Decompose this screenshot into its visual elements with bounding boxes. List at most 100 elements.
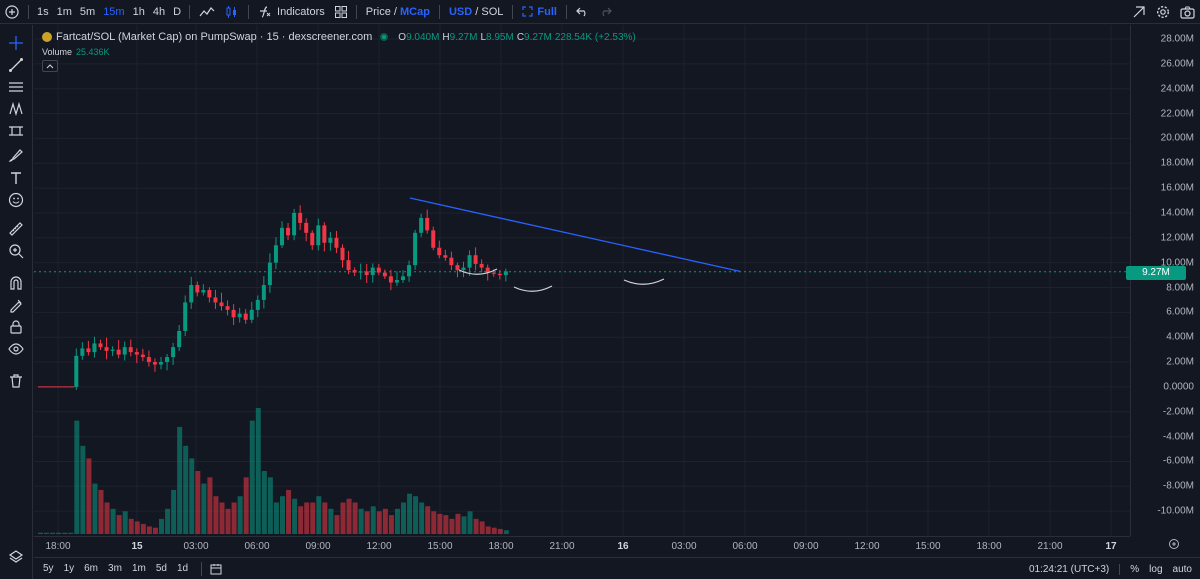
candle-body <box>479 263 484 268</box>
price-tick: 22.00M <box>1160 108 1194 120</box>
volume-bar <box>213 496 219 534</box>
stay-drawing-icon[interactable] <box>6 295 26 315</box>
volume-bar <box>189 458 195 534</box>
chart-type-candles-icon[interactable] <box>220 0 244 24</box>
candle-body <box>152 362 157 365</box>
interval-D[interactable]: D <box>173 5 182 18</box>
quick-search-icon[interactable] <box>1127 0 1151 24</box>
redo-icon[interactable] <box>594 0 617 24</box>
time-tick: 21:00 <box>549 541 575 552</box>
price-tick: -8.00M <box>1162 480 1194 492</box>
undo-icon[interactable] <box>571 0 594 24</box>
range-5y[interactable]: 5y <box>43 563 54 574</box>
interval-5m[interactable]: 5m <box>79 5 96 18</box>
price-tick: 12.00M <box>1160 232 1194 244</box>
crosshair-icon[interactable] <box>6 33 26 53</box>
prediction-icon[interactable] <box>6 121 26 141</box>
candle-body <box>195 285 200 293</box>
horizontal-lines-icon[interactable] <box>6 77 26 97</box>
trash-icon[interactable] <box>6 371 26 391</box>
chart-type-line-icon[interactable] <box>194 0 220 24</box>
candle-body <box>328 237 333 243</box>
object-tree-icon[interactable] <box>6 547 26 567</box>
lock-icon[interactable] <box>6 317 26 337</box>
range-1m[interactable]: 1m <box>131 563 146 574</box>
indicators-icon <box>260 5 271 18</box>
range-6m[interactable]: 6m <box>84 563 99 574</box>
interval-1s[interactable]: 1s <box>37 5 49 18</box>
volume-bar <box>140 523 146 534</box>
volume-bar <box>298 506 304 534</box>
magnet-icon[interactable] <box>6 273 26 293</box>
candle-body <box>255 299 260 310</box>
volume-bar <box>425 506 431 534</box>
time-tick: 21:00 <box>1037 541 1063 552</box>
volume-bar <box>376 511 382 534</box>
candle-body <box>134 352 139 355</box>
pattern-icon[interactable] <box>6 99 26 119</box>
candle-body <box>249 309 254 320</box>
range-3m[interactable]: 3m <box>108 563 122 574</box>
range-1d[interactable]: 1d <box>176 563 189 574</box>
layouts-icon[interactable] <box>330 0 352 24</box>
slash-label: / <box>393 5 397 18</box>
volume-bar <box>352 502 358 534</box>
snapshot-camera-icon[interactable] <box>1175 0 1200 24</box>
volume-bar <box>491 527 497 534</box>
divider <box>355 4 357 19</box>
candle-body <box>92 343 97 353</box>
text-tool-icon[interactable] <box>6 168 26 188</box>
volume-bar <box>159 518 164 534</box>
price-scale[interactable]: 28.00M 26.00M 24.00M 22.00M 20.00M 18.00M 16.0… <box>1130 25 1200 536</box>
volume-bar <box>479 521 485 534</box>
interval-1m[interactable]: 1m <box>56 5 72 18</box>
volume-legend: Volume 25.436K <box>42 47 110 57</box>
ruler-icon[interactable] <box>6 219 26 239</box>
volume-bar <box>104 502 110 534</box>
candle-body <box>401 276 405 281</box>
drawn-arc[interactable] <box>458 268 498 275</box>
log-toggle[interactable]: log <box>1149 563 1163 575</box>
interval-4h[interactable]: 4h <box>152 5 166 18</box>
time-tick: 17 <box>1105 541 1117 552</box>
zoom-in-icon[interactable] <box>6 241 26 261</box>
settings-gear-icon[interactable] <box>1151 0 1175 24</box>
collapse-legend-button[interactable] <box>42 60 58 72</box>
indicators-button[interactable]: Indicators <box>253 0 330 24</box>
time-tick: 03:00 <box>183 541 209 552</box>
time-scale-settings-icon[interactable] <box>1168 538 1180 553</box>
auto-toggle[interactable]: auto <box>1172 563 1192 575</box>
interval-1h[interactable]: 1h <box>132 5 145 18</box>
trend-line-icon[interactable] <box>6 55 26 75</box>
range-5d[interactable]: 5d <box>155 563 167 574</box>
time-scale[interactable]: 18:00 15 03:00 06:00 09:00 12:00 15:00 18:00 21:… <box>34 536 1130 556</box>
price-tick: 16.00M <box>1160 182 1194 194</box>
volume-bar <box>116 515 122 534</box>
clock-display[interactable]: 01:24:21 (UTC+3) <box>1029 563 1121 575</box>
brush-icon[interactable] <box>6 145 26 165</box>
trend-line-drawing[interactable] <box>409 197 741 272</box>
fullscreen-icon <box>522 6 533 17</box>
percent-toggle[interactable]: % <box>1130 563 1140 575</box>
candle-body <box>159 362 163 365</box>
interval-15m[interactable]: 15m <box>103 5 125 18</box>
symbol-title[interactable]: Fartcat/SOL (Market Cap) on PumpSwap · 1… <box>56 31 373 43</box>
date-range-calendar-icon[interactable] <box>201 561 222 576</box>
price-mcap-toggle[interactable]: Price / MCap <box>361 0 435 24</box>
drawn-arc[interactable] <box>623 278 665 285</box>
full-button[interactable]: Full <box>517 0 562 24</box>
candle-body <box>340 247 345 261</box>
candlestick-chart[interactable] <box>34 25 1130 536</box>
price-tick: 26.00M <box>1160 58 1194 70</box>
eye-icon[interactable] <box>6 339 26 359</box>
range-1y[interactable]: 1y <box>63 563 75 574</box>
currency-toggle[interactable]: USD / SOL <box>444 0 508 24</box>
candle-body <box>419 217 424 233</box>
price-tick: 4.00M <box>1166 331 1194 343</box>
add-symbol-icon[interactable] <box>0 0 24 24</box>
volume-bar <box>286 489 292 534</box>
drawn-arc[interactable] <box>513 285 553 292</box>
emoji-icon[interactable] <box>6 190 26 210</box>
candle-body <box>273 245 278 263</box>
chart-pane[interactable] <box>34 25 1130 536</box>
